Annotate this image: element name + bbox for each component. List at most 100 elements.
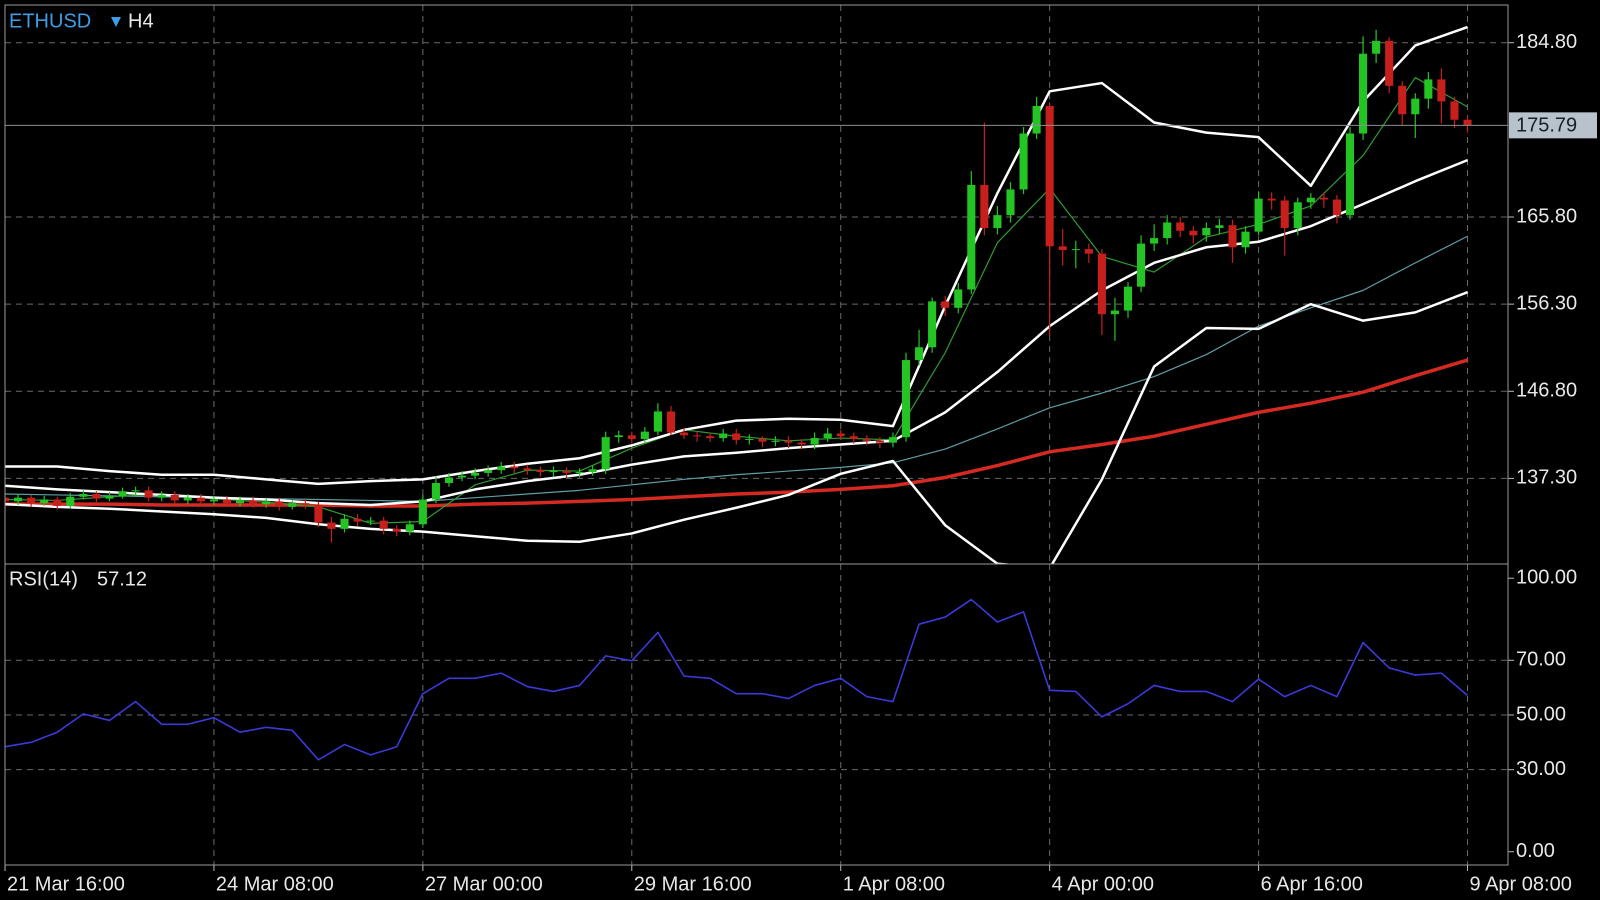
y-tick-label: 50.00 [1516,703,1566,725]
candle-body [1150,238,1159,244]
candle-body [1019,133,1028,190]
candle-body [862,438,871,441]
price-marks [5,25,1472,564]
candle-body [679,432,689,436]
candle-body [5,497,10,502]
candle-body [183,497,192,501]
candle-body [484,470,493,473]
timeframe[interactable]: H4 [128,10,154,32]
x-tick-label: 27 Mar 00:00 [425,873,543,895]
candle-body [562,471,571,473]
candle-body [131,490,140,492]
candle-body [66,496,75,506]
candle-body [92,494,101,499]
candle-body [967,184,976,290]
candle-body [653,411,662,432]
candle-body [301,503,310,506]
current-price-tag [1509,112,1597,139]
y-tick-label: 156.30 [1516,292,1577,314]
candle-body [928,301,937,348]
y-tick-label: 0.00 [1516,840,1555,862]
candle-body [1332,199,1341,216]
x-tick-label: 6 Apr 16:00 [1261,873,1363,895]
candle-body [758,438,767,442]
candle-body [797,442,806,445]
candle-body [549,471,558,473]
candle-body [1267,198,1276,201]
mark-layer [5,25,1508,761]
candle-body [327,522,336,529]
candle-body [745,438,754,440]
candle-body [1254,198,1263,232]
y-tick-label: 30.00 [1516,758,1566,780]
symbol[interactable]: ETHUSD [9,10,91,32]
candle-body [771,440,780,442]
candle-body [1319,197,1328,200]
grid-layer [4,5,1514,871]
y-tick-label: 70.00 [1516,649,1566,671]
candle-body [732,433,741,440]
current-price-label: 175.79 [1516,115,1577,137]
candle-body [1176,222,1185,231]
candle-body [954,289,963,308]
candle-body [836,433,845,437]
candle-body [431,483,440,500]
indicator-line [5,291,1468,564]
candle-body [823,433,832,439]
candle-body [1228,225,1237,248]
candle-body [144,490,153,498]
indicator-line [5,25,1468,486]
candle-body [1241,231,1250,248]
indicator-line [5,358,1469,508]
candle-body [1123,286,1133,311]
candle-body [810,438,819,445]
candle-body [209,499,218,502]
x-tick-label: 1 Apr 08:00 [843,873,945,895]
candle-body [536,470,545,472]
candle-body [719,433,728,439]
candle-body [601,437,610,470]
candle-body [1385,40,1394,86]
candle-body [1463,119,1472,126]
candle-body [40,499,49,504]
candle-body [1071,249,1080,251]
candle-body [980,184,989,228]
candle-body [1032,105,1041,134]
rsi-line [5,598,1469,761]
y-tick-label: 184.80 [1516,31,1577,53]
candle-body [457,475,467,478]
candle-body [941,301,950,308]
candle-body [1306,197,1315,203]
candle-body [170,494,179,501]
candle-body [1372,40,1381,54]
candle-body [614,435,623,438]
candle-body [1084,249,1093,254]
candle-body [784,440,793,443]
candle-body [1045,105,1054,247]
candle-body [1345,133,1355,216]
candle-body [849,436,858,439]
candle-body [1424,79,1433,99]
candle-body [262,501,271,505]
rsi-name: RSI(14) [9,568,78,590]
symbol-dropdown-icon[interactable] [111,17,121,27]
candle-body [875,440,884,443]
candle-body [1398,85,1407,115]
y-tick-label: 137.30 [1516,467,1577,489]
y-tick-label: 100.00 [1516,567,1577,589]
rsi-marks [5,598,1469,761]
candle-body [379,520,388,529]
candle-body [444,477,454,484]
x-tick-label: 29 Mar 16:00 [634,873,752,895]
candle-body [523,468,532,471]
candle-body [14,497,23,502]
candle-body [1359,53,1368,134]
label-layer: ETHUSD H4 RSI(14) 57.12 21 Mar 16:00 24 M… [4,4,1597,895]
candle-body [627,435,636,439]
candle-body [706,436,715,439]
candle-body [196,497,205,502]
candle-body [79,494,88,497]
candle-body [340,518,349,529]
